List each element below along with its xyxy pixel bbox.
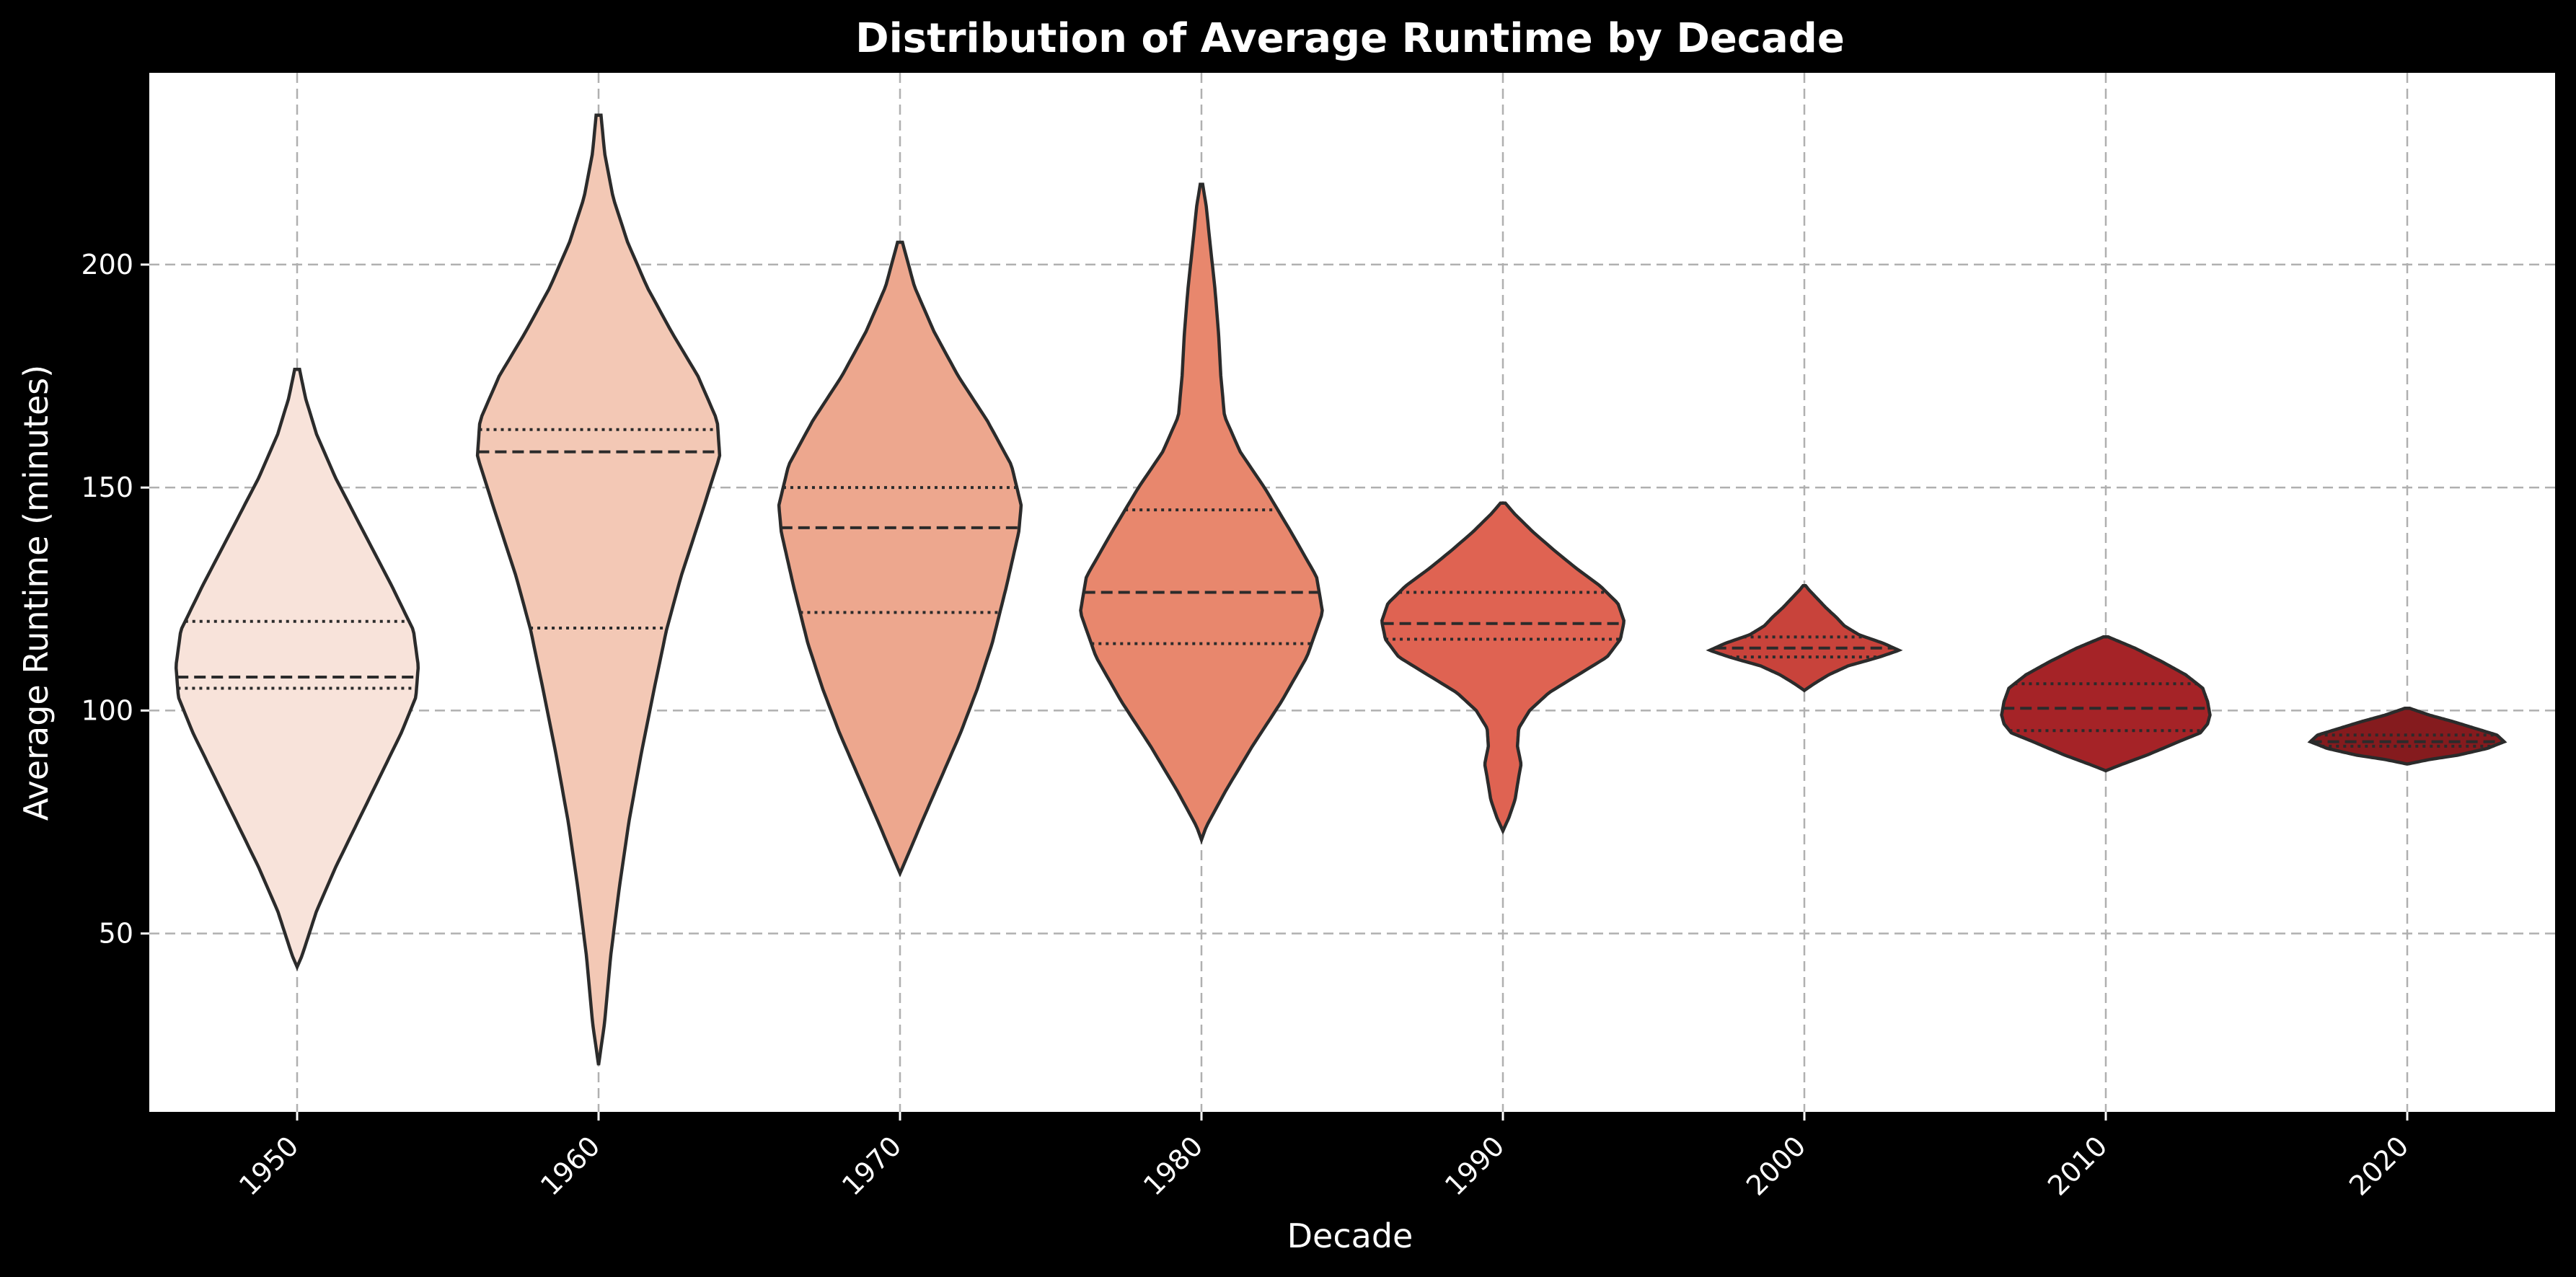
x-tick-label: 2020 — [2343, 1130, 2415, 1202]
violin-1980 — [1079, 182, 1324, 845]
violin-1990 — [1380, 501, 1626, 835]
violin-body — [2307, 707, 2507, 766]
x-tick-label: 2010 — [2042, 1130, 2114, 1202]
violin-body — [2000, 635, 2212, 773]
x-tick-label: 1980 — [1137, 1130, 1209, 1202]
violin-body — [1079, 182, 1324, 845]
y-tick-label: 150 — [81, 472, 133, 503]
chart-title: Distribution of Average Runtime by Decad… — [855, 15, 1845, 62]
violin-1950 — [174, 368, 420, 971]
violins — [174, 113, 2507, 1066]
violin-body — [1706, 583, 1903, 693]
x-tick-label: 2000 — [1740, 1130, 1812, 1202]
y-axis-label: Average Runtime (minutes) — [17, 365, 56, 821]
violin-2000 — [1706, 583, 1903, 693]
y-tick-label: 100 — [81, 694, 133, 726]
violin-body — [475, 113, 722, 1066]
plot-area — [149, 73, 2555, 1112]
violin-2020 — [2307, 707, 2507, 766]
violin-1970 — [777, 240, 1023, 878]
violin-1960 — [475, 113, 722, 1066]
x-axis-label: Decade — [1287, 1216, 1413, 1255]
y-tick-label: 200 — [81, 249, 133, 280]
x-tick-label: 1950 — [233, 1130, 305, 1202]
violin-body — [1380, 501, 1626, 835]
violin-body — [174, 368, 420, 971]
x-tick-label: 1960 — [534, 1130, 606, 1202]
violin-body — [777, 240, 1023, 878]
violin-2010 — [2000, 635, 2212, 773]
y-tick-label: 50 — [99, 918, 133, 950]
x-tick-label: 1990 — [1439, 1130, 1511, 1202]
x-tick-label: 1970 — [836, 1130, 908, 1202]
